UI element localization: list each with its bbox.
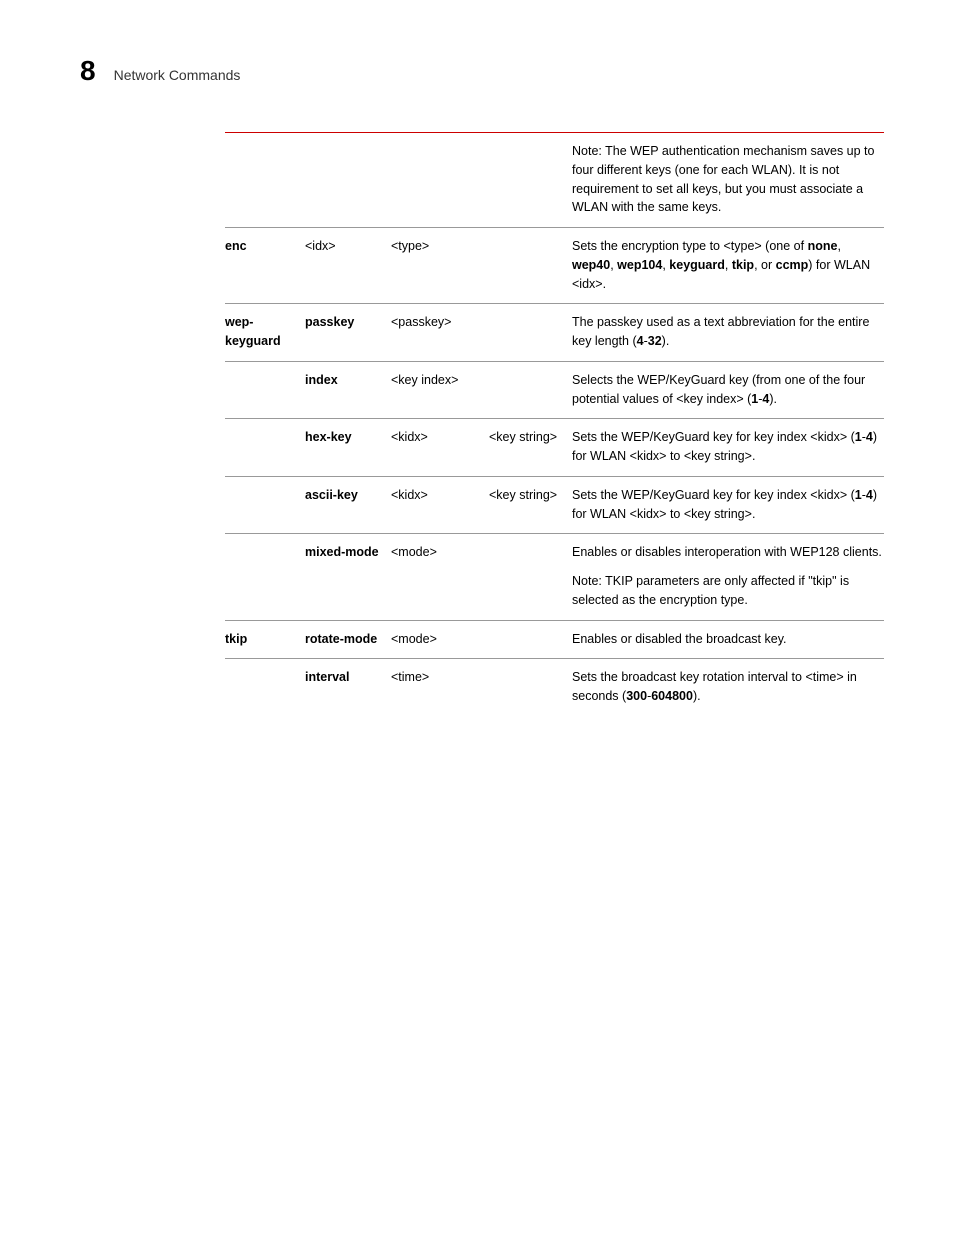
col-description: Enables or disabled the broadcast key. — [572, 628, 884, 651]
row-rule — [225, 620, 884, 621]
col-subcommand: rotate-mode — [305, 628, 383, 651]
col-command — [225, 484, 297, 526]
col-command: enc — [225, 235, 297, 295]
col-param2 — [489, 666, 564, 708]
col-subcommand: mixed-mode — [305, 541, 383, 564]
col-description-note: Note: TKIP parameters are only affected … — [572, 570, 884, 612]
col-subcommand: hex-key — [305, 426, 383, 468]
col-param2 — [489, 541, 564, 564]
col-param1: <passkey> — [391, 311, 481, 353]
col-param1: <mode> — [391, 541, 481, 564]
table-content: Note: The WEP authentication mechanism s… — [225, 132, 884, 708]
row-rule — [225, 227, 884, 228]
col-subcommand: interval — [305, 666, 383, 708]
col-param1: <type> — [391, 235, 481, 295]
row-rule — [225, 476, 884, 477]
col-description: Sets the encryption type to <type> (one … — [572, 235, 884, 295]
col-param1: <mode> — [391, 628, 481, 651]
row-rule — [225, 361, 884, 362]
col-param2 — [489, 369, 564, 411]
col-param1: <kidx> — [391, 426, 481, 468]
col-subcommand: index — [305, 369, 383, 411]
col-command — [225, 140, 297, 219]
col-subcommand: ascii-key — [305, 484, 383, 526]
col-param2 — [489, 628, 564, 651]
col-command: tkip — [225, 628, 297, 651]
col-param2: <key string> — [489, 426, 564, 468]
page-header: 8 Network Commands — [80, 55, 884, 87]
col-param1 — [391, 140, 481, 219]
col-description: Sets the broadcast key rotation interval… — [572, 666, 884, 708]
col-command — [225, 369, 297, 411]
col-description: The passkey used as a text abbreviation … — [572, 311, 884, 353]
top-rule — [225, 132, 884, 133]
col-command — [225, 666, 297, 708]
page-number: 8 — [80, 55, 96, 87]
row-rule — [225, 418, 884, 419]
row-rule — [225, 303, 884, 304]
col-description: Note: The WEP authentication mechanism s… — [572, 140, 884, 219]
col-command — [225, 541, 297, 564]
col-param2: <key string> — [489, 484, 564, 526]
col-description: Sets the WEP/KeyGuard key for key index … — [572, 484, 884, 526]
col-param1: <key index> — [391, 369, 481, 411]
col-param2 — [489, 311, 564, 353]
col-subcommand: <idx> — [305, 235, 383, 295]
col-subcommand: passkey — [305, 311, 383, 353]
col-description: Selects the WEP/KeyGuard key (from one o… — [572, 369, 884, 411]
col-description: Sets the WEP/KeyGuard key for key index … — [572, 426, 884, 468]
col-description: Enables or disables interoperation with … — [572, 541, 884, 564]
col-command — [225, 426, 297, 468]
page-title: Network Commands — [114, 67, 241, 83]
row-rule — [225, 658, 884, 659]
col-param1: <kidx> — [391, 484, 481, 526]
col-subcommand — [305, 140, 383, 219]
col-param2 — [489, 235, 564, 295]
col-param2 — [489, 140, 564, 219]
row-rule — [225, 533, 884, 534]
col-param1: <time> — [391, 666, 481, 708]
col-command: wep-keyguard — [225, 311, 297, 353]
command-table: Note: The WEP authentication mechanism s… — [225, 132, 884, 708]
